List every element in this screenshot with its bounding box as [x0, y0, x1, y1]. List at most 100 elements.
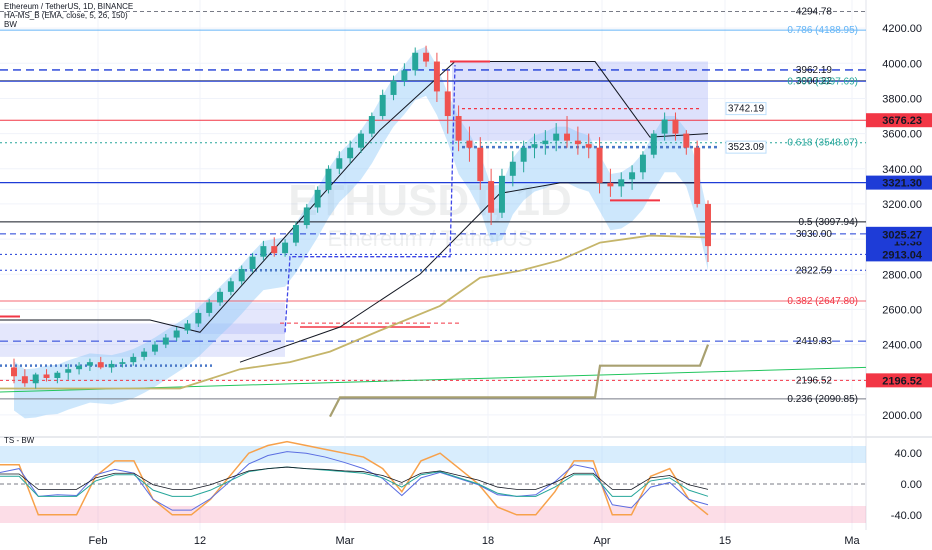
candle-body: [368, 116, 375, 134]
osc-blue-line: [0, 451, 709, 511]
candle-body: [694, 147, 701, 204]
price-tag-text: 2913.04: [882, 249, 923, 261]
inline-tag-text: 3742.19: [728, 104, 765, 115]
price-tag-text: 2196.52: [882, 375, 922, 387]
candle-body: [423, 52, 430, 62]
candle-body: [412, 52, 419, 71]
dark-trendline-lower: [239, 182, 700, 363]
candle-body: [227, 281, 234, 292]
y-tick-label: 3200.00: [882, 199, 922, 211]
watermark-ticker: ETHUSDT, 1D: [288, 176, 572, 225]
price-axis: 2000.002200.002400.002600.002800.003000.…: [882, 23, 922, 422]
candle-body: [336, 158, 343, 169]
candle-body: [54, 372, 61, 378]
candle-body: [260, 246, 267, 257]
candle-body: [531, 144, 538, 148]
candle-body: [195, 312, 202, 324]
osc-orange-line: [0, 440, 709, 516]
inline-tag-text: 3523.09: [728, 142, 765, 153]
price-tag-text: 3025.27: [882, 230, 922, 242]
level-label: 2196.52: [796, 375, 833, 386]
y-tick-label: 3600.00: [882, 129, 922, 141]
watermark-name: Ethereum / TetherUS: [327, 226, 532, 251]
x-tick-label: Feb: [89, 535, 108, 547]
candle-body: [303, 207, 310, 226]
symbol-title[interactable]: Ethereum / TetherUS, 1D, BINANCE: [4, 2, 134, 11]
candle-body: [585, 144, 592, 148]
osc-green-line: [0, 466, 709, 497]
candle-body: [325, 168, 332, 190]
inline-tag-bg: [725, 102, 767, 116]
candle-body: [130, 356, 137, 363]
price-tag-text: 3676.23: [882, 115, 922, 127]
candle-body: [520, 147, 527, 162]
inline-tag-bg: [725, 140, 767, 154]
candle-body: [542, 140, 549, 145]
y-tick-label: 3800.00: [882, 93, 922, 105]
indicator-1-title[interactable]: HA-MS_B (EMA, close, 5, 26, 150): [4, 11, 128, 20]
overlay-lines: [0, 60, 867, 418]
blue-box-outline: [284, 65, 456, 333]
y-tick-label: 4000.00: [882, 58, 922, 70]
candle-body: [21, 376, 28, 384]
candle-body: [564, 133, 571, 141]
osc-tick-label: 0.00: [901, 479, 922, 491]
candle-body: [379, 94, 386, 117]
candle-body: [390, 80, 397, 95]
y-tick-label: 2400.00: [882, 340, 922, 352]
watermark: ETHUSDT, 1D Ethereum / TetherUS: [288, 176, 572, 251]
fib-label: 0.618 (3548.07): [787, 138, 858, 149]
level-label: 2419.83: [796, 336, 833, 347]
candle-body: [282, 242, 289, 254]
candle-body: [292, 225, 299, 243]
x-tick-label: 12: [194, 535, 206, 547]
candle-body: [271, 246, 278, 254]
candle-body: [629, 172, 636, 180]
osc-black-line: [0, 466, 709, 490]
level-label: 3962.19: [796, 65, 833, 76]
indicator-2-title[interactable]: BW: [4, 20, 17, 29]
candle-body: [86, 362, 93, 366]
time-axis: Feb 12 Mar 18 Apr 15 Ma: [89, 535, 861, 547]
candles: [11, 45, 711, 389]
candle-body: [639, 154, 646, 173]
candle-body: [238, 268, 245, 282]
candle-body: [32, 374, 39, 384]
candle-body: [596, 147, 603, 183]
price-tag-bg: [866, 175, 932, 190]
price-tag-bg: [866, 113, 932, 128]
candle-body: [43, 374, 50, 378]
level-label: 3900.22: [796, 76, 833, 87]
price-tag-bg: [866, 227, 932, 242]
candle-body: [553, 133, 560, 141]
fib-label: 0.786 (4188.95): [787, 25, 858, 36]
candle-body: [11, 367, 17, 377]
oscillator-pane: [0, 440, 866, 516]
osc-tick-label: -40.00: [891, 510, 922, 522]
candle-body: [650, 133, 657, 155]
level-label: 4294.78: [796, 6, 833, 17]
candle-body: [119, 362, 126, 364]
candle-body: [141, 351, 148, 357]
price-tags: 3676.233321.303030.0015:383025.272913.04…: [866, 113, 932, 388]
candle-body: [347, 147, 354, 159]
y-tick-label: 2600.00: [882, 304, 922, 316]
candle-body: [401, 70, 408, 81]
olive-step-low: [329, 344, 710, 418]
y-tick-label: 2000.00: [882, 410, 922, 422]
candle-body: [509, 161, 516, 176]
y-tick-label: 3400.00: [882, 164, 922, 176]
y-tick-label: 4200.00: [882, 23, 922, 35]
oscillator-title[interactable]: TS - BW: [4, 436, 35, 445]
candle-body: [162, 337, 169, 345]
x-tick-label: Apr: [593, 535, 610, 547]
x-tick-label: 15: [719, 535, 731, 547]
candle-body: [358, 133, 364, 148]
fib-label: 0.236 (2090.85): [787, 394, 858, 405]
dark-trendline-upper: [0, 61, 709, 333]
fib-label: 0.5 (3097.94): [799, 217, 859, 228]
candle-body: [173, 330, 180, 338]
candle-body: [574, 140, 581, 145]
